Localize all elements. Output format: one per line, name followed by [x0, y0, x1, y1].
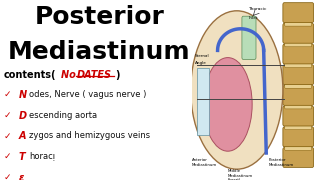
FancyBboxPatch shape	[283, 3, 314, 22]
FancyBboxPatch shape	[283, 44, 314, 64]
Text: Mediastinum: Mediastinum	[8, 40, 190, 64]
Text: Anterior
Mediastinum: Anterior Mediastinum	[192, 158, 217, 167]
FancyBboxPatch shape	[283, 65, 314, 85]
Text: Posterior
Mediastinum: Posterior Mediastinum	[269, 158, 294, 167]
FancyBboxPatch shape	[285, 103, 312, 109]
Ellipse shape	[204, 58, 252, 151]
Text: ✓: ✓	[4, 152, 12, 161]
FancyBboxPatch shape	[283, 148, 314, 167]
FancyBboxPatch shape	[283, 106, 314, 126]
Text: DATES: DATES	[76, 70, 111, 80]
FancyBboxPatch shape	[285, 40, 312, 47]
FancyBboxPatch shape	[242, 16, 256, 59]
Text: D: D	[19, 111, 27, 121]
Text: N: N	[19, 90, 27, 100]
FancyBboxPatch shape	[285, 61, 312, 68]
Text: contents(: contents(	[4, 70, 56, 80]
Text: ✓: ✓	[4, 131, 12, 140]
Text: ): )	[116, 70, 120, 80]
Text: ε: ε	[19, 173, 24, 180]
Text: T: T	[19, 152, 26, 162]
Text: Middle
Mediastinum
(heart): Middle Mediastinum (heart)	[228, 169, 253, 180]
Text: ✓: ✓	[4, 111, 12, 120]
Text: Angle: Angle	[195, 61, 206, 65]
FancyBboxPatch shape	[285, 82, 312, 88]
FancyBboxPatch shape	[285, 144, 312, 150]
Text: odes, Nerve ( vagus nerve ): odes, Nerve ( vagus nerve )	[29, 90, 146, 99]
Text: Posterior: Posterior	[34, 5, 164, 29]
Text: Sternal: Sternal	[195, 54, 209, 58]
Polygon shape	[197, 68, 209, 135]
Text: horacᴉ: horacᴉ	[29, 152, 55, 161]
Text: ✓: ✓	[4, 90, 12, 99]
Text: zygos and hemizygous veins: zygos and hemizygous veins	[29, 131, 150, 140]
Ellipse shape	[191, 11, 283, 169]
Text: Inlet: Inlet	[248, 16, 258, 20]
FancyBboxPatch shape	[283, 86, 314, 105]
Text: A: A	[19, 131, 26, 141]
FancyBboxPatch shape	[283, 23, 314, 43]
FancyBboxPatch shape	[285, 123, 312, 130]
Text: Thoracic: Thoracic	[248, 7, 267, 11]
Text: No: No	[60, 70, 79, 80]
Text: ✓: ✓	[4, 173, 12, 180]
Text: escending aorta: escending aorta	[29, 111, 97, 120]
FancyBboxPatch shape	[283, 127, 314, 147]
FancyBboxPatch shape	[285, 20, 312, 26]
